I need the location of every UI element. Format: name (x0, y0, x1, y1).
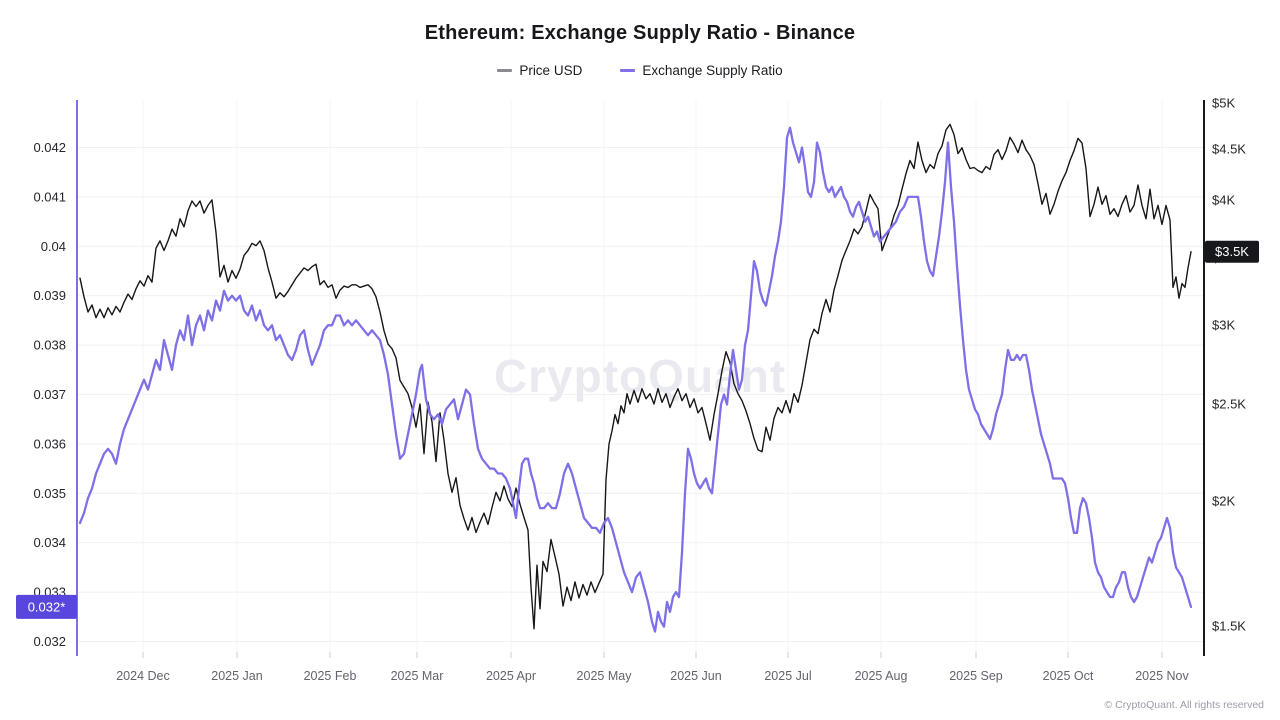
left-axis-tick-label: 0.042 (33, 140, 66, 155)
right-axis-tick-label: $4.5K (1212, 141, 1246, 156)
x-axis-month-label: 2025 Aug (855, 669, 908, 683)
left-axis-tick-label: 0.034 (33, 535, 66, 550)
x-axis-month-label: 2025 Feb (304, 669, 357, 683)
left-axis-tick-label: 0.04 (41, 239, 66, 254)
legend-item-price-usd[interactable]: Price USD (497, 63, 582, 78)
left-axis-tick-label: 0.041 (33, 189, 66, 204)
right-axis-tick-label: $1.5K (1212, 618, 1246, 633)
x-axis-month-label: 2024 Dec (116, 669, 170, 683)
right-axis-tick-label: $2.5K (1212, 397, 1246, 412)
left-axis-tick-label: 0.039 (33, 288, 66, 303)
copyright-text: © CryptoQuant. All rights reserved (1104, 699, 1264, 711)
right-axis-tick-label: $3K (1212, 317, 1235, 332)
legend-label-exchange-supply-ratio: Exchange Supply Ratio (642, 63, 783, 78)
price-current-value-badge: $3.5K (1205, 240, 1259, 263)
legend-item-exchange-supply-ratio[interactable]: Exchange Supply Ratio (620, 63, 783, 78)
chart-legend: Price USD Exchange Supply Ratio (0, 63, 1280, 78)
exchange-supply-ratio-line (78, 126, 1193, 633)
left-axis-tick-label: 0.035 (33, 486, 66, 501)
x-axis-month-label: 2025 Apr (486, 669, 536, 683)
left-axis-tick-label: 0.036 (33, 436, 66, 451)
right-axis-tick-label: $2K (1212, 493, 1235, 508)
price-usd-line (79, 123, 1192, 630)
x-axis-month-label: 2025 Oct (1043, 669, 1094, 683)
x-axis-month-label: 2025 Jan (211, 669, 262, 683)
x-axis-month-label: 2025 Sep (949, 669, 1003, 683)
page-title: Ethereum: Exchange Supply Ratio - Binanc… (424, 22, 856, 44)
x-axis-month-label: 2025 Jul (764, 669, 811, 683)
price-badge-bg (1205, 240, 1259, 263)
price-badge-label: $3.5K (1215, 244, 1249, 259)
right-axis-tick-label: $5K (1212, 96, 1235, 111)
left-axis-tick-label: 0.037 (33, 387, 66, 402)
x-axis-month-label: 2025 Mar (391, 669, 444, 683)
x-axis-month-label: 2025 Nov (1135, 669, 1189, 683)
x-axis-month-label: 2025 May (577, 669, 633, 683)
legend-label-price-usd: Price USD (519, 63, 583, 78)
left-axis-tick-label: 0.038 (33, 338, 66, 353)
ratio-badge-label: 0.032* (28, 599, 66, 614)
left-axis-tick-label: 0.032 (33, 634, 66, 649)
x-axis-month-label: 2025 Jun (670, 669, 721, 683)
exchange-supply-ratio-line-swatch-icon (620, 69, 636, 72)
ratio-badge-bg (16, 594, 77, 619)
price-usd-line-swatch-icon (497, 69, 513, 72)
ratio-current-value-badge: 0.032* (16, 594, 77, 619)
right-axis-tick-label: $4K (1212, 192, 1235, 207)
